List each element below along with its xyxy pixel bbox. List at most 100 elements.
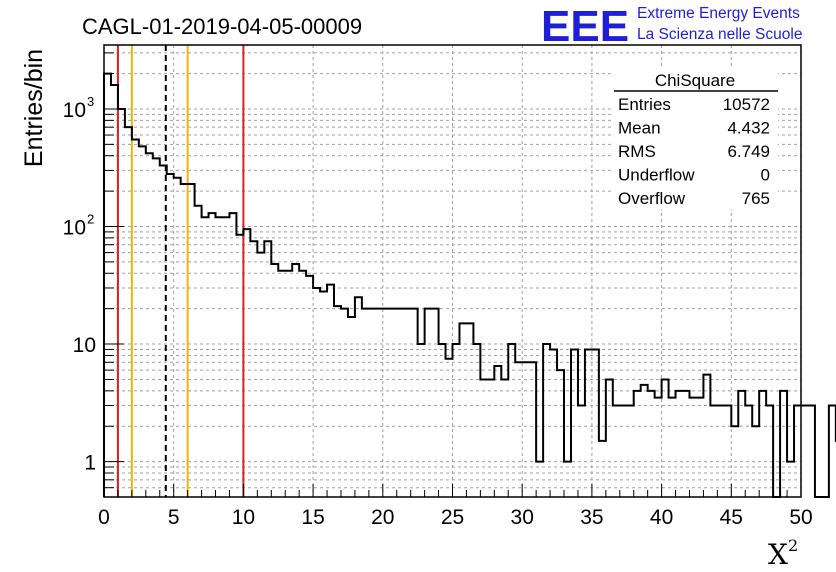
histogram-bin	[376, 309, 383, 497]
x-tick-label: 30	[511, 506, 534, 529]
x-tick-label: 5	[168, 506, 180, 529]
histogram-bin	[250, 241, 257, 497]
histogram-bin	[564, 462, 571, 497]
histogram-bin	[418, 344, 425, 497]
histogram-bin	[271, 264, 278, 497]
histogram-bin	[348, 317, 355, 497]
histogram-bin	[641, 385, 648, 497]
y-axis-label: Entries/bin	[20, 49, 48, 167]
histogram-bin	[390, 309, 397, 497]
histogram-bin	[620, 406, 627, 497]
y-tick-label: 10	[63, 99, 86, 122]
histogram-bin	[543, 344, 550, 497]
x-tick-label: 0	[98, 506, 110, 529]
stats-box-background	[612, 69, 778, 209]
histogram-bin	[446, 359, 453, 497]
axis-ticks	[103, 52, 802, 497]
histogram-bin	[683, 391, 690, 497]
histogram-bin	[188, 184, 195, 497]
histogram-bin	[306, 276, 313, 497]
histogram-bin	[808, 406, 815, 497]
histogram-bin	[125, 127, 132, 497]
stats-row-label: Overflow	[618, 189, 686, 208]
histogram-bin	[662, 379, 669, 497]
histogram-bin	[473, 344, 480, 497]
stats-row-value: 10572	[723, 95, 770, 114]
histogram-bin	[738, 391, 745, 497]
histogram-bin	[669, 398, 676, 497]
stats-row-label: RMS	[618, 142, 656, 161]
histogram-bin	[501, 379, 508, 497]
histogram-bin	[104, 74, 111, 497]
x-tick-label: 20	[371, 506, 394, 529]
stats-row-value: 4.432	[727, 119, 770, 138]
logo-line-1: Extreme Energy Events	[637, 5, 800, 22]
histogram-bin	[529, 362, 536, 497]
histogram-bin	[411, 309, 418, 497]
histogram-bin	[153, 158, 160, 497]
histogram-bin	[292, 264, 299, 497]
x-tick-label: 10	[232, 506, 255, 529]
histogram-bin	[229, 213, 236, 497]
histogram-bin	[759, 391, 766, 497]
logo-mark: EEE	[541, 2, 629, 51]
logo-line-2: La Scienza nelle Scuole	[637, 26, 802, 43]
histogram-bin	[404, 309, 411, 497]
histogram-bin	[355, 297, 362, 497]
histogram-outline	[103, 72, 836, 498]
histogram-bin	[174, 178, 181, 497]
stats-row-value: 6.749	[727, 142, 770, 161]
stats-row-label: Mean	[618, 119, 661, 138]
histogram-bin	[118, 109, 125, 497]
x-tick-label: 40	[650, 506, 673, 529]
x-axis-label: X 2	[768, 536, 798, 571]
histogram-bin	[146, 153, 153, 497]
stats-row-value: 0	[761, 166, 770, 185]
histogram-bin	[111, 85, 118, 497]
histogram-bin	[689, 398, 696, 497]
histogram-bin	[745, 406, 752, 497]
histogram-bin	[794, 406, 801, 497]
histogram-bin	[369, 309, 376, 497]
x-tick-labels: 0 5 10 15 20 25 30 35 40 45 50	[98, 506, 813, 529]
y-tick-label-exponent: 2	[87, 212, 94, 227]
histogram-bin	[453, 344, 460, 497]
y-tick-label: 10	[73, 334, 96, 357]
histogram-bin	[313, 288, 320, 497]
histogram-bin	[195, 206, 202, 497]
y-tick-label-exponent: 3	[87, 94, 94, 109]
x-tick-label: 45	[720, 506, 743, 529]
x-tick-label: 15	[301, 506, 324, 529]
histogram-bin	[508, 344, 515, 497]
x-axis-label-superscript: 2	[788, 536, 798, 555]
histogram-bin	[780, 391, 787, 497]
histogram-bin	[480, 379, 487, 497]
stats-title: ChiSquare	[655, 71, 735, 90]
histogram-bin	[209, 213, 216, 497]
histogram-bin	[139, 146, 146, 497]
histogram-bin	[592, 349, 599, 497]
histogram-bin	[362, 309, 369, 497]
histogram-bin	[216, 217, 223, 497]
histogram-bin	[160, 166, 167, 497]
x-tick-label: 25	[441, 506, 464, 529]
histogram-bin	[655, 398, 662, 497]
histogram-bin	[696, 398, 703, 497]
histogram-bin	[494, 366, 501, 497]
histogram-bin	[801, 406, 808, 497]
histogram-bin	[829, 406, 836, 497]
histogram-bin	[710, 406, 717, 497]
y-tick-label: 1	[84, 452, 96, 475]
histogram-bin	[132, 139, 139, 497]
histogram-bin	[634, 391, 641, 497]
histogram-bin	[752, 426, 759, 497]
histogram-bin	[613, 406, 620, 497]
x-tick-label: 50	[789, 506, 812, 529]
vertical-lines	[116, 45, 245, 497]
y-tick-label: 10	[63, 217, 86, 240]
histogram-bin	[202, 217, 209, 497]
histogram-bin	[257, 253, 264, 497]
histogram-bin	[236, 235, 243, 497]
